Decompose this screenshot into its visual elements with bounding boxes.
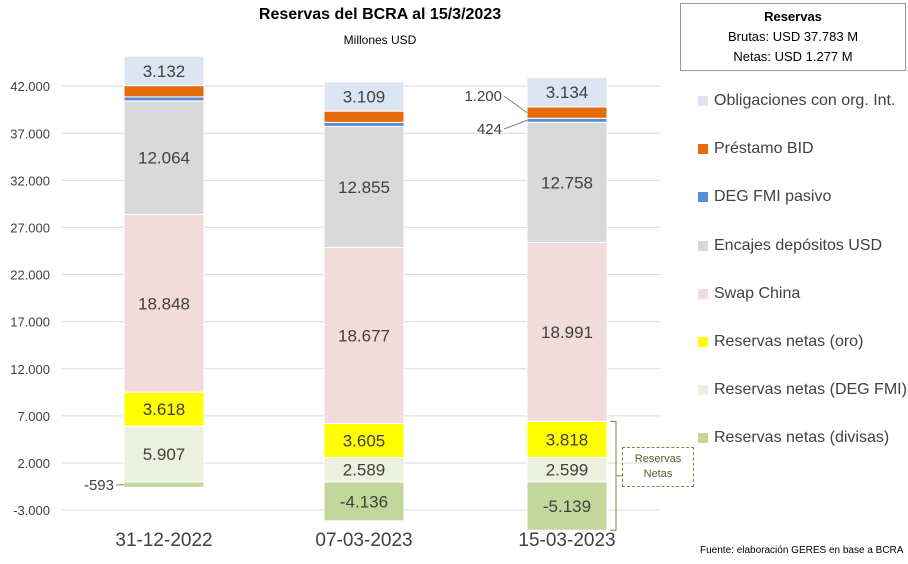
legend-swatch [698,144,708,155]
bar-segment [323,110,405,123]
legend-item: Swap China [698,285,800,303]
legend-swatch [698,385,708,396]
bar-segment [123,391,205,427]
bar-segment [323,121,405,127]
bar-segment [323,481,405,522]
data-label: 18.677 [338,326,390,345]
summary-gross: Brutas: USD 37.783 M [727,29,859,44]
data-label: 424 [477,121,502,138]
legend-item: Reservas netas (divisas) [698,429,889,447]
data-label: 1.200 [464,88,502,105]
y-tick-label: 22.000 [10,268,50,283]
legend-label: Reservas netas (DEG FMI) [714,381,907,399]
data-label: -5.139 [543,497,591,516]
bar-segment [123,481,205,488]
legend-item: DEG FMI pasivo [698,188,831,206]
summary-net: Netas: USD 1.277 M [733,49,853,64]
y-tick-label: 12.000 [10,362,50,377]
legend-swatch [698,192,708,203]
data-label: 12.064 [138,149,190,168]
legend-swatch [698,96,708,106]
data-label: -593 [84,477,114,494]
bar-segment [526,106,608,119]
bar-segment [526,121,608,243]
reservas-netas-label: Reservas Netas [622,447,694,487]
bar-segment [323,422,405,458]
bar-segment [526,117,608,123]
y-tick-label: -3.000 [13,503,50,518]
data-label: -4.136 [340,492,388,511]
chart-title: Reservas del BCRA al 15/3/2023 [258,6,502,23]
bar-segment [526,76,608,108]
y-tick-label: 17.000 [10,315,50,330]
bracket-label-line2: Netas [643,468,673,480]
net-reserves-bracket [610,420,622,531]
legend-item: Obligaciones con org. Int. [698,92,895,110]
x-tick-label: 15-03-2023 [518,530,615,551]
summary-box: Reservas Brutas: USD 37.783 M Netas: USD… [680,3,906,71]
legend-item: Préstamo BID [698,140,814,158]
legend-label: Reservas netas (oro) [714,333,864,350]
bar-segment [123,96,205,102]
bar-segment [123,214,205,393]
legend-label: DEG FMI pasivo [714,188,832,206]
y-tick-label: 7.000 [17,409,50,424]
data-label: 3.109 [343,87,386,106]
legend-swatch [698,288,708,299]
x-tick-label: 31-12-2022 [115,530,212,551]
legend-item: Reservas netas (oro) [698,333,863,351]
chart-subtitle: Millones USD [343,33,417,47]
bar-segment [123,100,205,216]
data-label: 5.907 [143,445,186,464]
y-tick-label: 2.000 [17,456,50,471]
bar-segment [526,481,608,531]
legend-label: Obligaciones con org. Int. [714,92,896,109]
bar-segment [323,247,405,424]
bar-segment [323,125,405,249]
summary-title: Reservas [764,9,822,24]
y-tick-label: 32.000 [10,173,50,188]
leader-line [503,95,528,114]
data-label: 18.848 [138,294,190,313]
legend-label: Encajes depósitos USD [714,236,883,254]
legend-swatch [698,433,708,444]
leader-line [503,119,528,130]
legend-item: Reservas netas (DEG FMI) [698,381,907,399]
data-label: 3.818 [546,430,589,449]
source-note: Fuente: elaboración GERES en base a BCRA [700,545,904,556]
bar-segment [123,85,205,98]
data-label: 3.134 [546,83,589,102]
data-label: 3.605 [343,431,386,450]
legend-item: Encajes depósitos USD [698,237,882,255]
data-label: 2.589 [343,461,386,480]
legend-label: Reservas netas (divisas) [714,429,890,447]
bar-segment [323,81,405,112]
data-label: 2.599 [546,461,589,480]
data-label: 18.991 [541,323,593,342]
y-tick-label: 27.000 [10,220,50,235]
legend-label: Préstamo BID [714,140,814,158]
legend-swatch [698,337,708,347]
legend-label: Swap China [714,284,801,302]
y-tick-label: 42.000 [10,79,50,94]
data-label: 3.618 [143,400,186,419]
x-tick-label: 07-03-2023 [315,530,412,551]
legend-swatch [698,240,708,251]
data-label: 12.758 [541,173,593,192]
data-label: 12.855 [338,178,390,197]
bar-segment [323,456,405,483]
y-tick-label: 37.000 [10,126,50,141]
bar-segment [526,456,608,483]
data-label: 3.132 [143,62,186,81]
bracket-label-line1: Reservas [634,453,682,465]
bar-segment [123,55,205,87]
